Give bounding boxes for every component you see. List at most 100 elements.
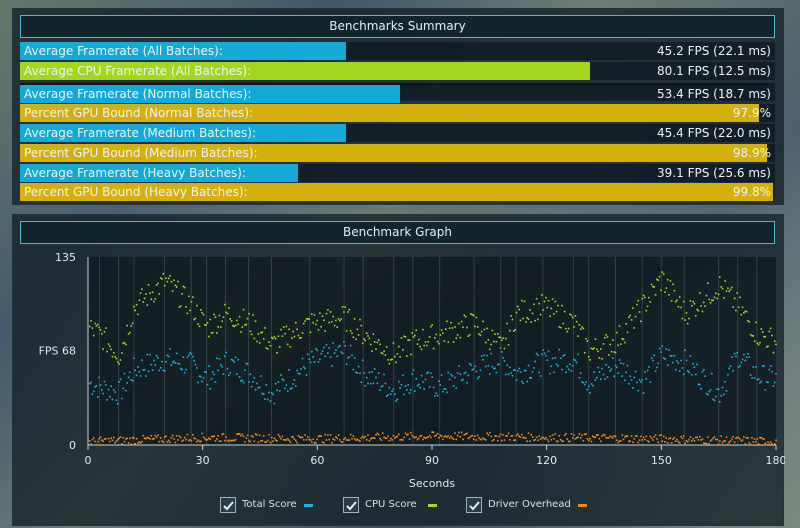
data-point	[597, 366, 599, 369]
check-icon	[469, 501, 480, 511]
data-point	[105, 437, 107, 440]
data-point	[637, 299, 639, 302]
data-point	[229, 318, 231, 320]
data-point	[440, 374, 443, 376]
checkbox-total-score[interactable]	[220, 497, 236, 513]
data-point	[583, 433, 586, 436]
data-point	[621, 338, 623, 340]
data-point	[356, 328, 359, 331]
data-point	[327, 434, 329, 436]
data-point	[559, 357, 562, 360]
x-axis-title: Seconds	[409, 477, 455, 490]
data-point	[478, 333, 480, 335]
data-point	[344, 437, 347, 439]
data-point	[284, 387, 286, 390]
data-point	[371, 350, 373, 352]
data-point	[375, 348, 377, 350]
data-point	[566, 365, 569, 368]
data-point	[414, 436, 416, 439]
data-point	[554, 357, 557, 359]
data-point	[292, 436, 294, 438]
data-point	[349, 344, 352, 347]
data-point	[644, 438, 646, 441]
data-point	[464, 371, 467, 374]
data-point	[443, 388, 446, 390]
data-point	[233, 325, 235, 328]
data-point	[103, 438, 106, 440]
summary-row: Average CPU Framerate (All Batches): 80.…	[20, 62, 775, 80]
data-point	[736, 436, 738, 439]
data-point	[642, 436, 645, 439]
data-point	[430, 372, 432, 374]
data-point	[597, 350, 599, 353]
data-point	[309, 331, 312, 334]
data-point	[122, 342, 124, 345]
data-point	[291, 337, 293, 339]
data-point	[102, 440, 104, 443]
data-point	[490, 343, 492, 346]
data-point	[103, 380, 106, 383]
data-point	[162, 272, 165, 275]
data-point	[534, 438, 536, 441]
data-point	[344, 306, 347, 308]
data-point	[575, 361, 578, 364]
data-point	[732, 436, 734, 438]
data-point	[127, 333, 130, 335]
data-point	[498, 435, 500, 438]
data-point	[406, 389, 408, 391]
data-point	[316, 438, 318, 441]
data-point	[511, 435, 514, 437]
data-point	[198, 440, 201, 443]
data-point	[218, 314, 221, 317]
checkbox-cpu-score[interactable]	[343, 497, 359, 513]
data-point	[183, 436, 186, 439]
data-point	[546, 438, 549, 441]
data-point	[292, 383, 294, 385]
summary-row-label: Average Framerate (All Batches):	[24, 44, 223, 58]
data-point	[262, 435, 265, 437]
data-point	[586, 340, 589, 342]
data-point	[237, 323, 239, 326]
data-point	[262, 338, 265, 340]
data-point	[545, 354, 547, 357]
data-point	[656, 366, 658, 369]
summary-row-label: Average Framerate (Normal Batches):	[24, 87, 252, 101]
data-point	[345, 363, 348, 366]
checkbox-driver-overhead[interactable]	[466, 497, 482, 513]
data-point	[110, 385, 112, 387]
data-point	[288, 439, 290, 441]
data-point	[155, 436, 158, 438]
data-point	[757, 378, 760, 380]
data-point	[763, 438, 765, 440]
data-point	[660, 351, 662, 353]
data-point	[440, 435, 443, 437]
data-point	[398, 433, 400, 436]
data-point	[240, 435, 242, 437]
data-point	[402, 439, 404, 441]
data-point	[700, 388, 702, 390]
data-point	[668, 437, 670, 440]
data-point	[90, 381, 92, 384]
data-point	[752, 366, 755, 368]
data-point	[451, 437, 454, 439]
data-point	[225, 436, 227, 438]
data-point	[689, 355, 692, 357]
data-point	[110, 437, 112, 440]
data-point	[387, 394, 389, 396]
data-point	[756, 378, 759, 381]
data-point	[644, 296, 646, 299]
summary-row-value: 45.4 FPS (22.0 ms)	[657, 126, 771, 140]
data-point	[522, 437, 524, 439]
data-point	[185, 368, 187, 371]
data-point	[649, 381, 652, 383]
data-point	[586, 388, 589, 391]
data-point	[249, 330, 252, 333]
data-point	[740, 361, 743, 364]
data-point	[216, 357, 218, 360]
x-tick-label: 120	[536, 454, 557, 467]
data-point	[150, 435, 153, 437]
data-point	[555, 440, 558, 442]
data-point	[767, 381, 769, 384]
data-point	[285, 439, 288, 441]
